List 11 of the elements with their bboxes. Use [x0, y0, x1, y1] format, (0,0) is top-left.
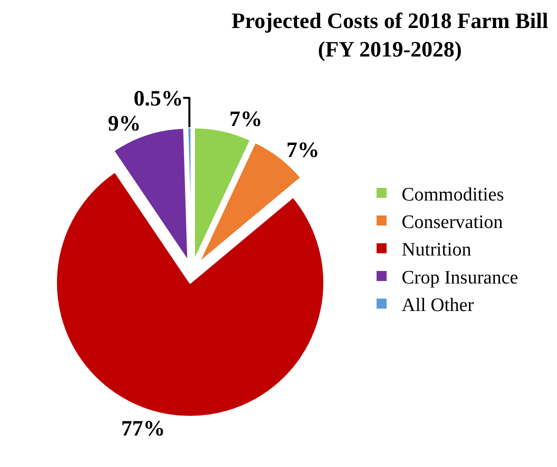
- data-label: 7%: [286, 136, 320, 162]
- legend-label: Crop Insurance: [402, 267, 518, 288]
- data-label: 7%: [229, 106, 262, 132]
- legend-label: Commodities: [402, 184, 504, 206]
- data-label: 0.5%: [134, 85, 184, 110]
- legend-label: All Other: [402, 295, 475, 316]
- legend-label: Conservation: [402, 212, 504, 233]
- chart-title: Projected Costs of 2018 Farm Bill (FY 2019-2028): [232, 8, 548, 62]
- data-label: 77%: [121, 415, 166, 440]
- legend-label: Nutrition: [402, 240, 472, 261]
- data-label: 9%: [108, 110, 141, 136]
